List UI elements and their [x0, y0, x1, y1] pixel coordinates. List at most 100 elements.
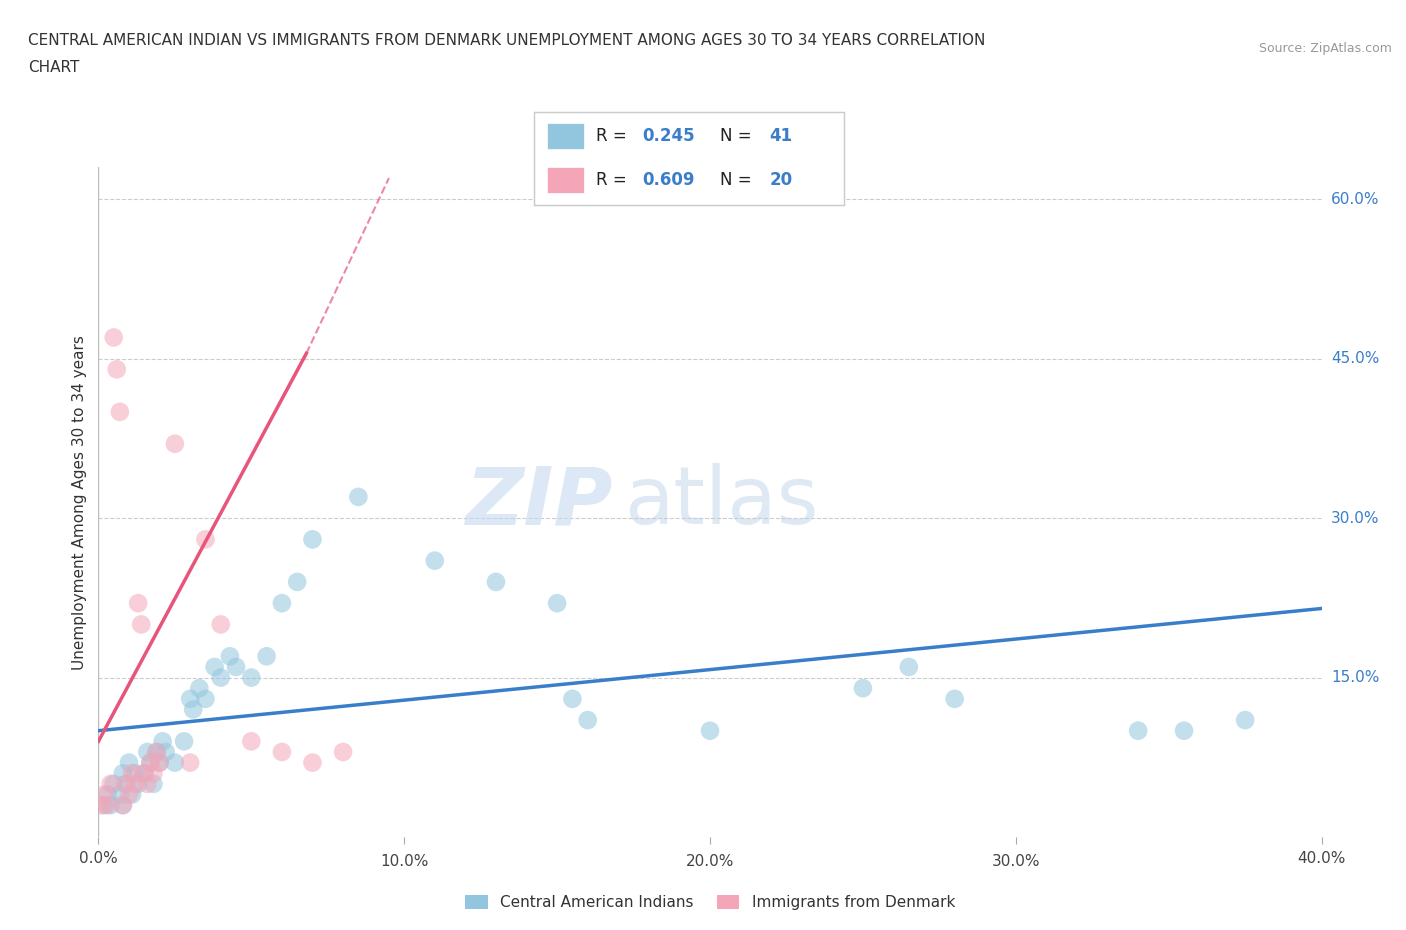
Point [97, 787, 120, 802]
Point [111, 765, 134, 780]
Text: 0.245: 0.245 [643, 126, 695, 145]
Point [332, 745, 354, 760]
Point [270, 745, 292, 760]
Point [100, 798, 122, 813]
Point [142, 765, 165, 780]
Point [1128, 724, 1150, 738]
Point [115, 777, 138, 791]
Point [139, 755, 162, 770]
Text: 10.0%: 10.0% [380, 854, 429, 869]
Point [152, 734, 174, 749]
Text: 60.0%: 60.0% [1331, 192, 1379, 206]
Point [194, 691, 217, 706]
Point [103, 777, 125, 791]
Text: 30.0%: 30.0% [1331, 511, 1379, 525]
Point [1234, 712, 1257, 727]
Point [209, 671, 232, 685]
Point [145, 745, 167, 760]
Text: N =: N = [720, 126, 751, 145]
Point [188, 681, 211, 696]
Point [149, 755, 172, 770]
Point [204, 659, 226, 674]
Point [111, 798, 134, 813]
Point [181, 702, 204, 717]
Point [897, 659, 920, 674]
Point [485, 575, 508, 590]
Point [301, 755, 323, 770]
Point [127, 777, 149, 791]
Point [149, 755, 172, 770]
Point [121, 787, 143, 802]
Point [285, 575, 308, 590]
Point [163, 755, 186, 770]
Point [546, 596, 568, 611]
Point [108, 405, 131, 419]
Point [576, 712, 599, 727]
Point [139, 755, 162, 770]
Text: 20: 20 [769, 171, 793, 190]
Point [124, 777, 146, 791]
Point [240, 734, 263, 749]
Text: 20.0%: 20.0% [686, 854, 734, 869]
Text: CENTRAL AMERICAN INDIAN VS IMMIGRANTS FROM DENMARK UNEMPLOYMENT AMONG AGES 30 TO: CENTRAL AMERICAN INDIAN VS IMMIGRANTS FR… [28, 33, 986, 47]
Point [142, 777, 165, 791]
Point [852, 681, 875, 696]
Text: atlas: atlas [624, 463, 818, 541]
Point [124, 765, 146, 780]
Point [240, 671, 263, 685]
Point [256, 649, 278, 664]
Point [179, 691, 201, 706]
Point [155, 745, 177, 760]
Point [943, 691, 966, 706]
Point [173, 734, 195, 749]
Text: 45.0%: 45.0% [1331, 352, 1379, 366]
Point [93, 787, 115, 802]
Point [561, 691, 583, 706]
Text: ZIP: ZIP [465, 463, 612, 541]
Text: N =: N = [720, 171, 751, 190]
Point [347, 489, 370, 504]
Point [209, 617, 232, 631]
Bar [547, 123, 583, 149]
Point [118, 787, 141, 802]
Point [121, 765, 143, 780]
Point [179, 755, 201, 770]
Point [129, 617, 152, 631]
Point [699, 724, 721, 738]
Point [270, 596, 292, 611]
Point [301, 532, 323, 547]
Point [97, 798, 120, 813]
Text: 30.0%: 30.0% [991, 854, 1040, 869]
Point [136, 745, 159, 760]
Point [111, 798, 134, 813]
Point [115, 777, 138, 791]
Point [194, 532, 217, 547]
Text: 0.609: 0.609 [643, 171, 695, 190]
Point [136, 777, 159, 791]
Text: CHART: CHART [28, 60, 80, 75]
Point [134, 765, 156, 780]
Point [103, 330, 125, 345]
Point [134, 765, 156, 780]
Point [118, 755, 141, 770]
Point [219, 649, 242, 664]
Y-axis label: Unemployment Among Ages 30 to 34 years: Unemployment Among Ages 30 to 34 years [72, 335, 87, 670]
Point [108, 787, 131, 802]
Point [1173, 724, 1195, 738]
Text: 15.0%: 15.0% [1331, 671, 1379, 685]
Point [163, 436, 186, 451]
Point [127, 596, 149, 611]
Text: R =: R = [596, 171, 627, 190]
Legend: Central American Indians, Immigrants from Denmark: Central American Indians, Immigrants fro… [458, 889, 962, 916]
Point [105, 362, 128, 377]
Bar [547, 167, 583, 193]
Point [90, 798, 112, 813]
Point [145, 745, 167, 760]
Point [93, 798, 115, 813]
Point [225, 659, 247, 674]
Point [100, 777, 122, 791]
Text: R =: R = [596, 126, 627, 145]
Text: 41: 41 [769, 126, 793, 145]
Point [423, 553, 446, 568]
Text: Source: ZipAtlas.com: Source: ZipAtlas.com [1258, 42, 1392, 55]
